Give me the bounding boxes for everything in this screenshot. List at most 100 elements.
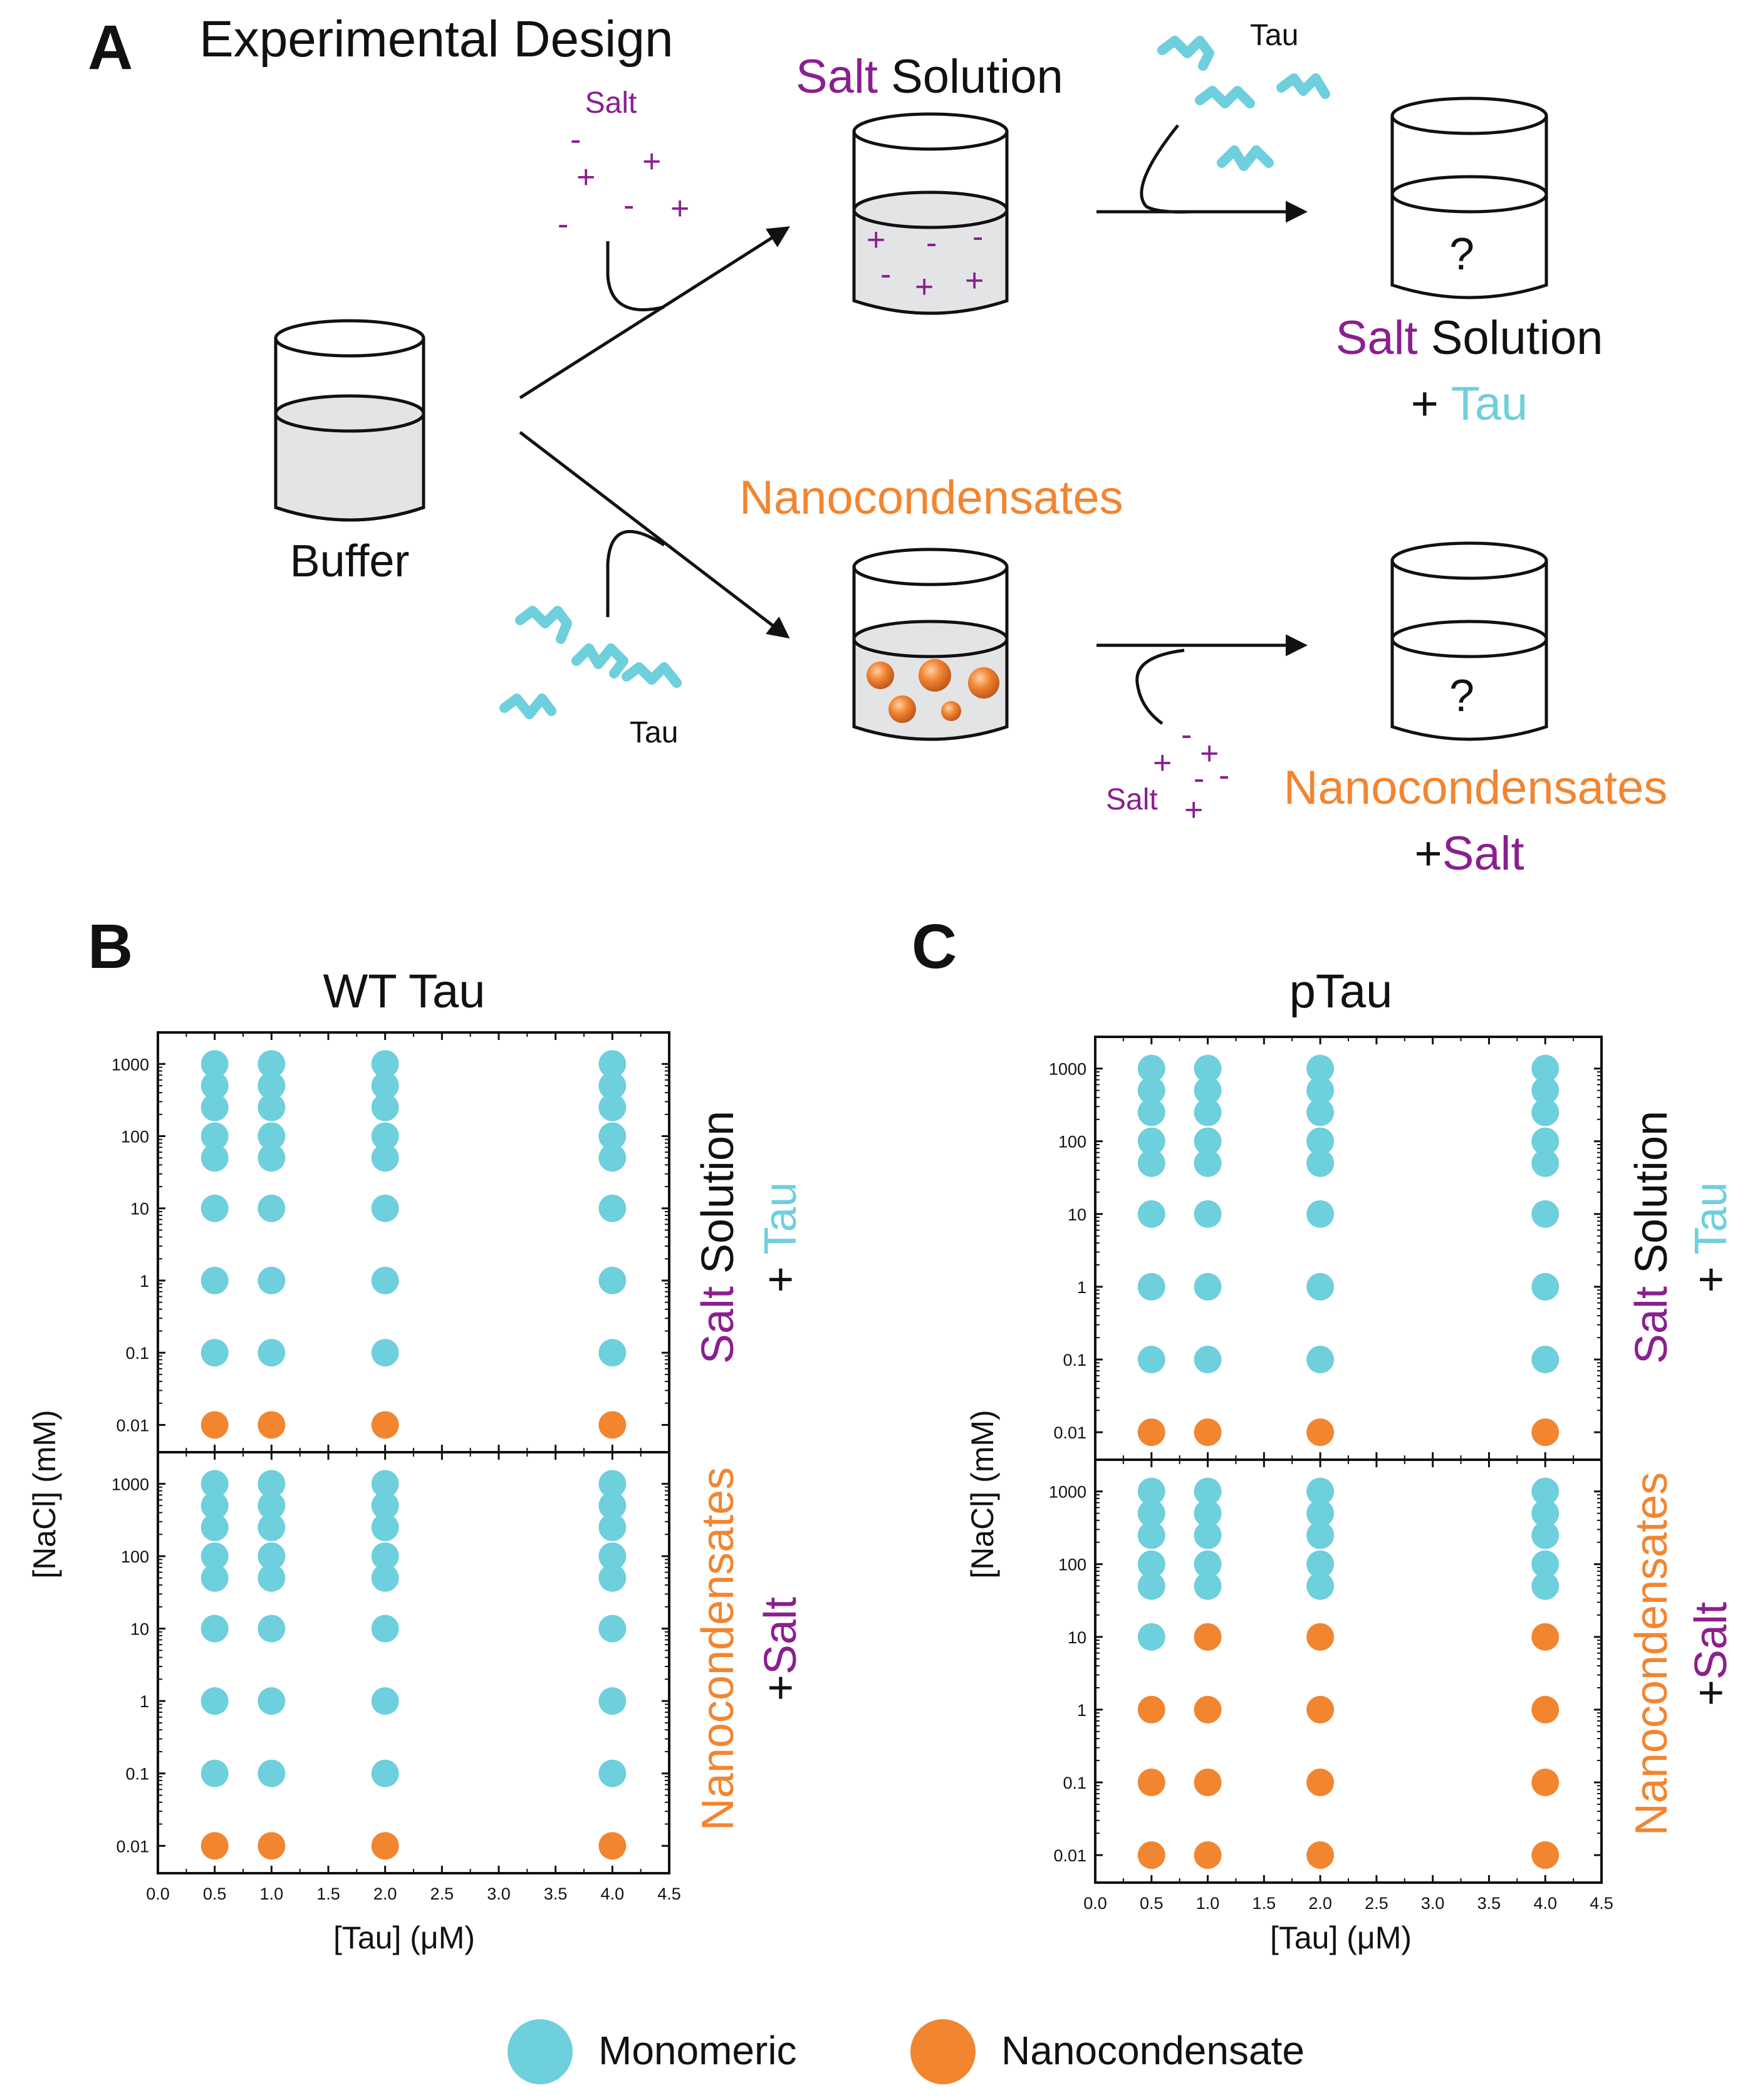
point-monomeric — [1194, 1149, 1222, 1177]
salt-ions-top: Salt - + + - - + — [558, 86, 689, 242]
point-monomeric — [598, 1144, 627, 1172]
side-top-line1: Salt Solution — [1627, 1111, 1677, 1364]
point-monomeric — [598, 1564, 627, 1592]
result-beaker-bottom: ? — [1390, 541, 1548, 741]
x-tick-label: 3.5 — [544, 1884, 568, 1903]
point-monomeric — [1306, 1098, 1335, 1126]
point-monomeric — [201, 1050, 229, 1078]
point-monomeric — [598, 1194, 627, 1222]
point-monomeric — [598, 1122, 627, 1150]
point-monomeric — [598, 1513, 627, 1541]
question-mark: ? — [1449, 229, 1474, 279]
panel-c-side-bottom: Nanocondensates +Salt — [1627, 1472, 1736, 1836]
panel-b-label: B — [88, 912, 133, 982]
point-monomeric — [598, 1093, 627, 1121]
y-tick-label: 100 — [121, 1127, 149, 1146]
point-monomeric — [1531, 1272, 1560, 1301]
point-monomeric — [1531, 1550, 1560, 1578]
point-monomeric — [598, 1339, 627, 1367]
y-tick-label: 0.1 — [1063, 1351, 1086, 1370]
plot-frame — [1094, 1036, 1603, 1461]
point-nanocondensate — [598, 1832, 627, 1860]
x-tick-label: 0.5 — [1140, 1894, 1164, 1913]
x-tick-label: 2.0 — [1308, 1894, 1332, 1913]
point-monomeric — [258, 1513, 286, 1541]
x-tick-label: 1.5 — [316, 1884, 340, 1903]
plot-frame — [157, 1031, 670, 1453]
point-monomeric — [258, 1122, 286, 1150]
buffer-label: Buffer — [290, 536, 410, 586]
point-monomeric — [1306, 1477, 1335, 1505]
point-monomeric — [201, 1513, 229, 1541]
result-bottom-line1: Nanocondensates — [1284, 761, 1668, 814]
point-monomeric — [201, 1093, 229, 1121]
point-nanocondensate — [1531, 1623, 1560, 1651]
plot-frame — [157, 1451, 670, 1874]
ion: - — [1194, 761, 1204, 797]
point-nanocondensate — [1194, 1695, 1222, 1723]
point-monomeric — [371, 1050, 399, 1078]
legend: Monomeric Nanocondensate — [508, 2019, 1305, 2084]
y-tick-label: 10 — [1068, 1205, 1086, 1224]
point-monomeric — [258, 1759, 286, 1787]
salt-solution-beaker: + - - - + + — [852, 112, 1009, 315]
point-monomeric — [201, 1339, 229, 1367]
tau-squiggles-top: Tau — [1157, 19, 1330, 171]
ion: + — [1184, 792, 1203, 828]
point-nanocondensate — [201, 1411, 229, 1439]
x-tick-label: 0.0 — [1083, 1894, 1107, 1913]
point-monomeric — [1306, 1200, 1335, 1228]
side-top-line1: Salt Solution — [693, 1111, 743, 1364]
condensate-sphere — [919, 659, 951, 692]
point-monomeric — [258, 1687, 286, 1715]
y-tick-label: 0.01 — [1053, 1846, 1086, 1865]
point-nanocondensate — [371, 1411, 399, 1439]
panel-b-side-top: Salt Solution + Tau — [693, 1111, 806, 1364]
point-monomeric — [371, 1759, 399, 1787]
y-tick-label: 1000 — [112, 1475, 149, 1494]
y-tick-label: 10 — [130, 1200, 149, 1219]
point-nanocondensate — [1137, 1418, 1165, 1447]
panel-c-side-top: Salt Solution + Tau — [1627, 1111, 1736, 1364]
point-monomeric — [1137, 1499, 1165, 1527]
point-monomeric — [1137, 1149, 1165, 1177]
y-tick-label: 1000 — [112, 1055, 149, 1074]
point-monomeric — [258, 1542, 286, 1570]
point-nanocondensate — [1137, 1769, 1165, 1797]
panel-c-title: pTau — [1289, 965, 1393, 1018]
condensate-sphere — [968, 667, 999, 699]
point-nanocondensate — [1306, 1623, 1335, 1651]
point-monomeric — [1194, 1572, 1222, 1600]
point-monomeric — [371, 1542, 399, 1570]
point-monomeric — [201, 1492, 229, 1520]
point-nanocondensate — [1531, 1769, 1560, 1797]
chart-b-salt-solution: 1000 100 10 1 0.1 0.01 — [112, 1031, 670, 1453]
point-monomeric — [1306, 1499, 1335, 1527]
point-nanocondensate — [1194, 1418, 1222, 1447]
ion: + — [867, 222, 885, 258]
point-monomeric — [1137, 1521, 1165, 1549]
ion: - — [1219, 757, 1229, 794]
point-monomeric — [1137, 1346, 1165, 1374]
x-tick-label: 4.5 — [1590, 1894, 1613, 1913]
point-nanocondensate — [1137, 1695, 1165, 1723]
point-monomeric — [201, 1564, 229, 1592]
x-tick-label: 0.5 — [203, 1884, 227, 1903]
ion: - — [623, 187, 634, 224]
panel-b: B WT Tau [NaCl] (mM) [Tau] (μM) 10001001… — [27, 912, 806, 1955]
point-nanocondensate — [1531, 1695, 1560, 1723]
point-monomeric — [201, 1470, 229, 1498]
point-monomeric — [1306, 1550, 1335, 1578]
panel-a-label: A — [88, 13, 133, 83]
y-tick-label: 0.01 — [116, 1837, 149, 1856]
point-monomeric — [1306, 1272, 1335, 1301]
point-monomeric — [201, 1542, 229, 1570]
ion: + — [1153, 745, 1172, 781]
point-monomeric — [1137, 1272, 1165, 1301]
point-monomeric — [1137, 1572, 1165, 1600]
x-tick-label: 1.0 — [1196, 1894, 1220, 1913]
point-monomeric — [598, 1470, 627, 1498]
point-monomeric — [1306, 1054, 1335, 1083]
ion: - — [880, 256, 891, 293]
point-monomeric — [371, 1564, 399, 1592]
